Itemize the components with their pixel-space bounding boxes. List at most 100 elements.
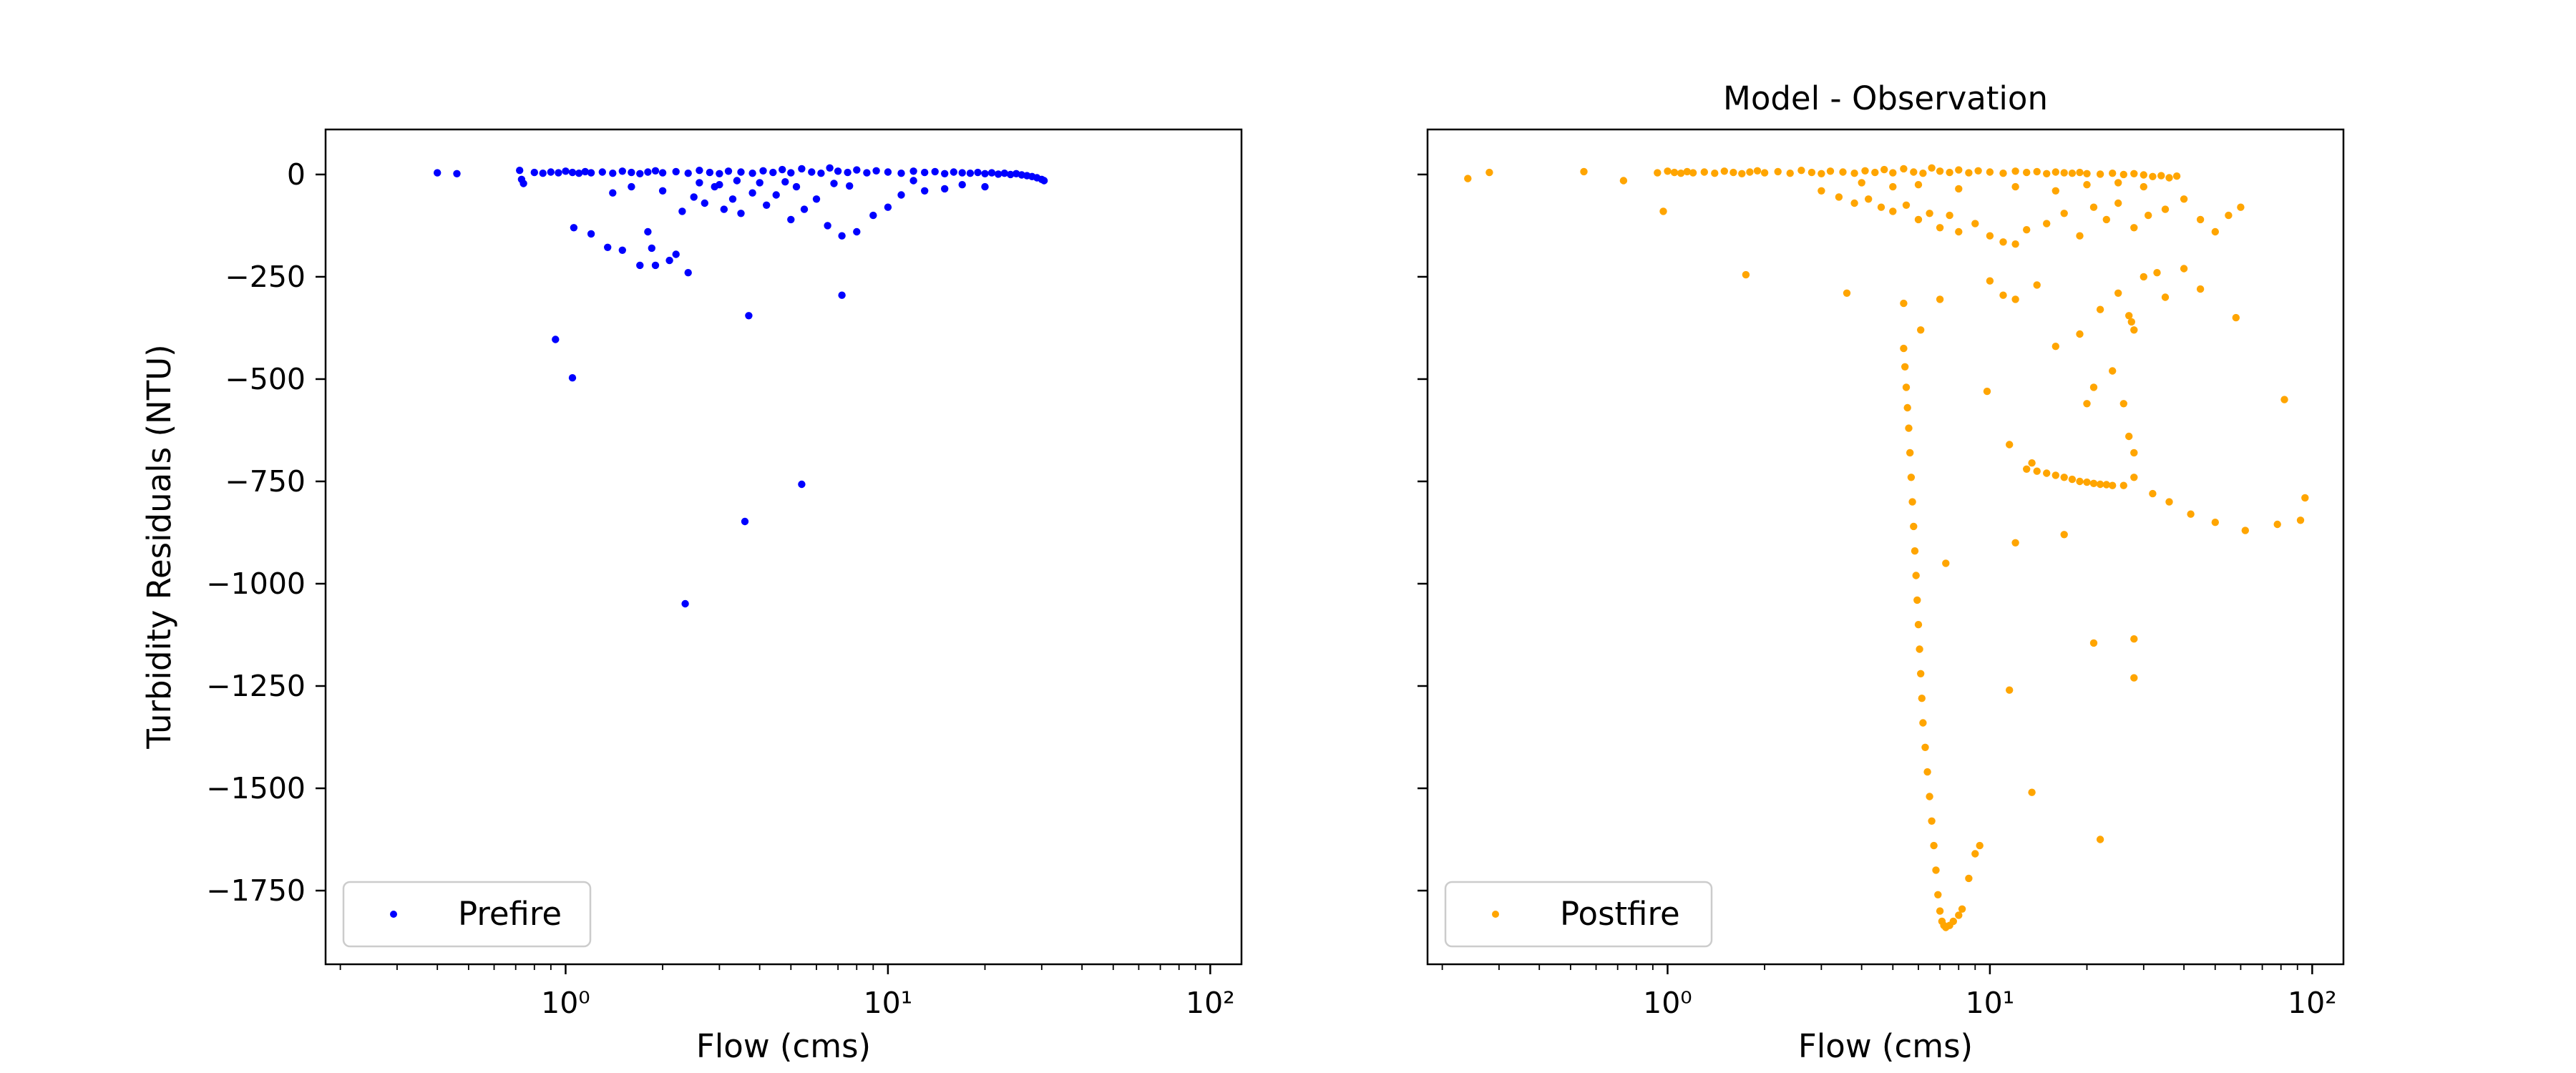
data-point bbox=[2114, 179, 2122, 187]
data-point bbox=[2033, 281, 2041, 289]
data-point bbox=[941, 185, 949, 193]
data-point bbox=[931, 167, 939, 176]
data-point bbox=[1999, 170, 2007, 177]
data-point bbox=[2076, 477, 2084, 486]
data-point bbox=[1923, 768, 1931, 776]
data-point bbox=[539, 170, 547, 177]
data-point bbox=[950, 168, 958, 176]
data-point bbox=[2125, 312, 2133, 320]
data-point bbox=[552, 335, 560, 343]
data-point bbox=[1485, 168, 1493, 177]
data-point bbox=[1971, 850, 1979, 858]
data-point bbox=[958, 169, 966, 177]
data-point bbox=[562, 167, 570, 175]
data-point bbox=[1839, 168, 1847, 176]
data-point bbox=[834, 167, 842, 175]
data-point bbox=[568, 374, 577, 382]
data-point bbox=[2130, 449, 2138, 457]
data-point bbox=[1949, 917, 1957, 926]
data-point bbox=[2119, 481, 2127, 489]
data-point bbox=[2011, 539, 2019, 547]
data-point bbox=[2096, 170, 2104, 178]
data-point bbox=[1906, 449, 1914, 457]
data-point bbox=[2165, 174, 2173, 182]
data-point bbox=[1936, 224, 1944, 232]
data-point bbox=[636, 261, 644, 270]
data-point bbox=[974, 168, 982, 177]
data-point bbox=[826, 164, 834, 172]
data-point bbox=[1932, 866, 1940, 874]
data-point bbox=[2028, 788, 2036, 796]
data-point bbox=[2083, 478, 2091, 486]
data-point bbox=[1971, 220, 1979, 227]
data-point bbox=[644, 227, 652, 236]
data-point bbox=[2119, 400, 2127, 408]
y-tick-label: −1750 bbox=[206, 873, 306, 908]
data-point bbox=[787, 169, 795, 177]
data-point bbox=[853, 166, 861, 174]
data-point bbox=[1850, 170, 1858, 177]
data-point bbox=[1877, 203, 1885, 211]
data-point bbox=[2301, 494, 2309, 502]
data-point bbox=[1912, 572, 1920, 579]
data-point bbox=[1916, 645, 1923, 653]
data-point bbox=[987, 169, 996, 177]
data-point bbox=[2161, 205, 2170, 213]
data-point bbox=[921, 187, 929, 195]
data-point bbox=[2076, 330, 2084, 338]
data-point bbox=[2051, 187, 2059, 195]
x-tick-label: 10⁰ bbox=[541, 986, 590, 1020]
data-point bbox=[1619, 177, 1628, 185]
data-point bbox=[1976, 841, 1984, 850]
data-point bbox=[1700, 168, 1708, 176]
data-point bbox=[2023, 226, 2031, 234]
data-point bbox=[872, 167, 880, 175]
data-point bbox=[1900, 344, 1908, 353]
data-point bbox=[581, 167, 589, 176]
data-point bbox=[2296, 516, 2305, 524]
data-point bbox=[1464, 175, 1472, 182]
data-point bbox=[1000, 170, 1009, 177]
data-point bbox=[2033, 167, 2041, 176]
data-point bbox=[434, 169, 441, 177]
data-point bbox=[2068, 170, 2077, 177]
data-point bbox=[884, 168, 892, 176]
data-point bbox=[1986, 277, 1994, 285]
data-point bbox=[781, 178, 789, 186]
data-point bbox=[1871, 168, 1879, 177]
data-point bbox=[1826, 167, 1835, 175]
data-point bbox=[817, 170, 825, 177]
chart-title: Model - Observation bbox=[1723, 79, 2048, 117]
data-point bbox=[2011, 182, 2019, 191]
data-point bbox=[1965, 874, 1973, 883]
data-point bbox=[609, 170, 617, 177]
y-tick-label: −1500 bbox=[206, 771, 306, 805]
data-point bbox=[1689, 169, 1697, 177]
data-point bbox=[2225, 211, 2233, 220]
data-point bbox=[2232, 313, 2240, 322]
data-point bbox=[1928, 817, 1936, 825]
data-point bbox=[2127, 318, 2135, 326]
x-tick-label: 10⁰ bbox=[1643, 986, 1692, 1020]
data-point bbox=[2089, 639, 2098, 647]
data-point bbox=[2089, 479, 2098, 487]
data-point bbox=[1918, 695, 1926, 702]
data-point bbox=[618, 167, 626, 175]
data-point bbox=[2043, 170, 2051, 177]
data-point bbox=[1946, 168, 1953, 177]
data-point bbox=[1955, 227, 1963, 236]
data-point bbox=[1901, 363, 1909, 371]
data-point bbox=[1729, 168, 1737, 177]
data-point bbox=[787, 215, 795, 224]
data-point bbox=[1955, 166, 1963, 174]
data-point bbox=[824, 222, 831, 230]
data-point bbox=[748, 189, 756, 197]
data-point bbox=[519, 180, 527, 187]
data-point bbox=[1889, 169, 1897, 177]
data-point bbox=[830, 180, 838, 187]
data-point bbox=[1889, 207, 1897, 215]
data-point bbox=[1835, 193, 1843, 201]
data-point bbox=[1936, 907, 1944, 915]
legend-label: Postfire bbox=[1560, 895, 1680, 933]
